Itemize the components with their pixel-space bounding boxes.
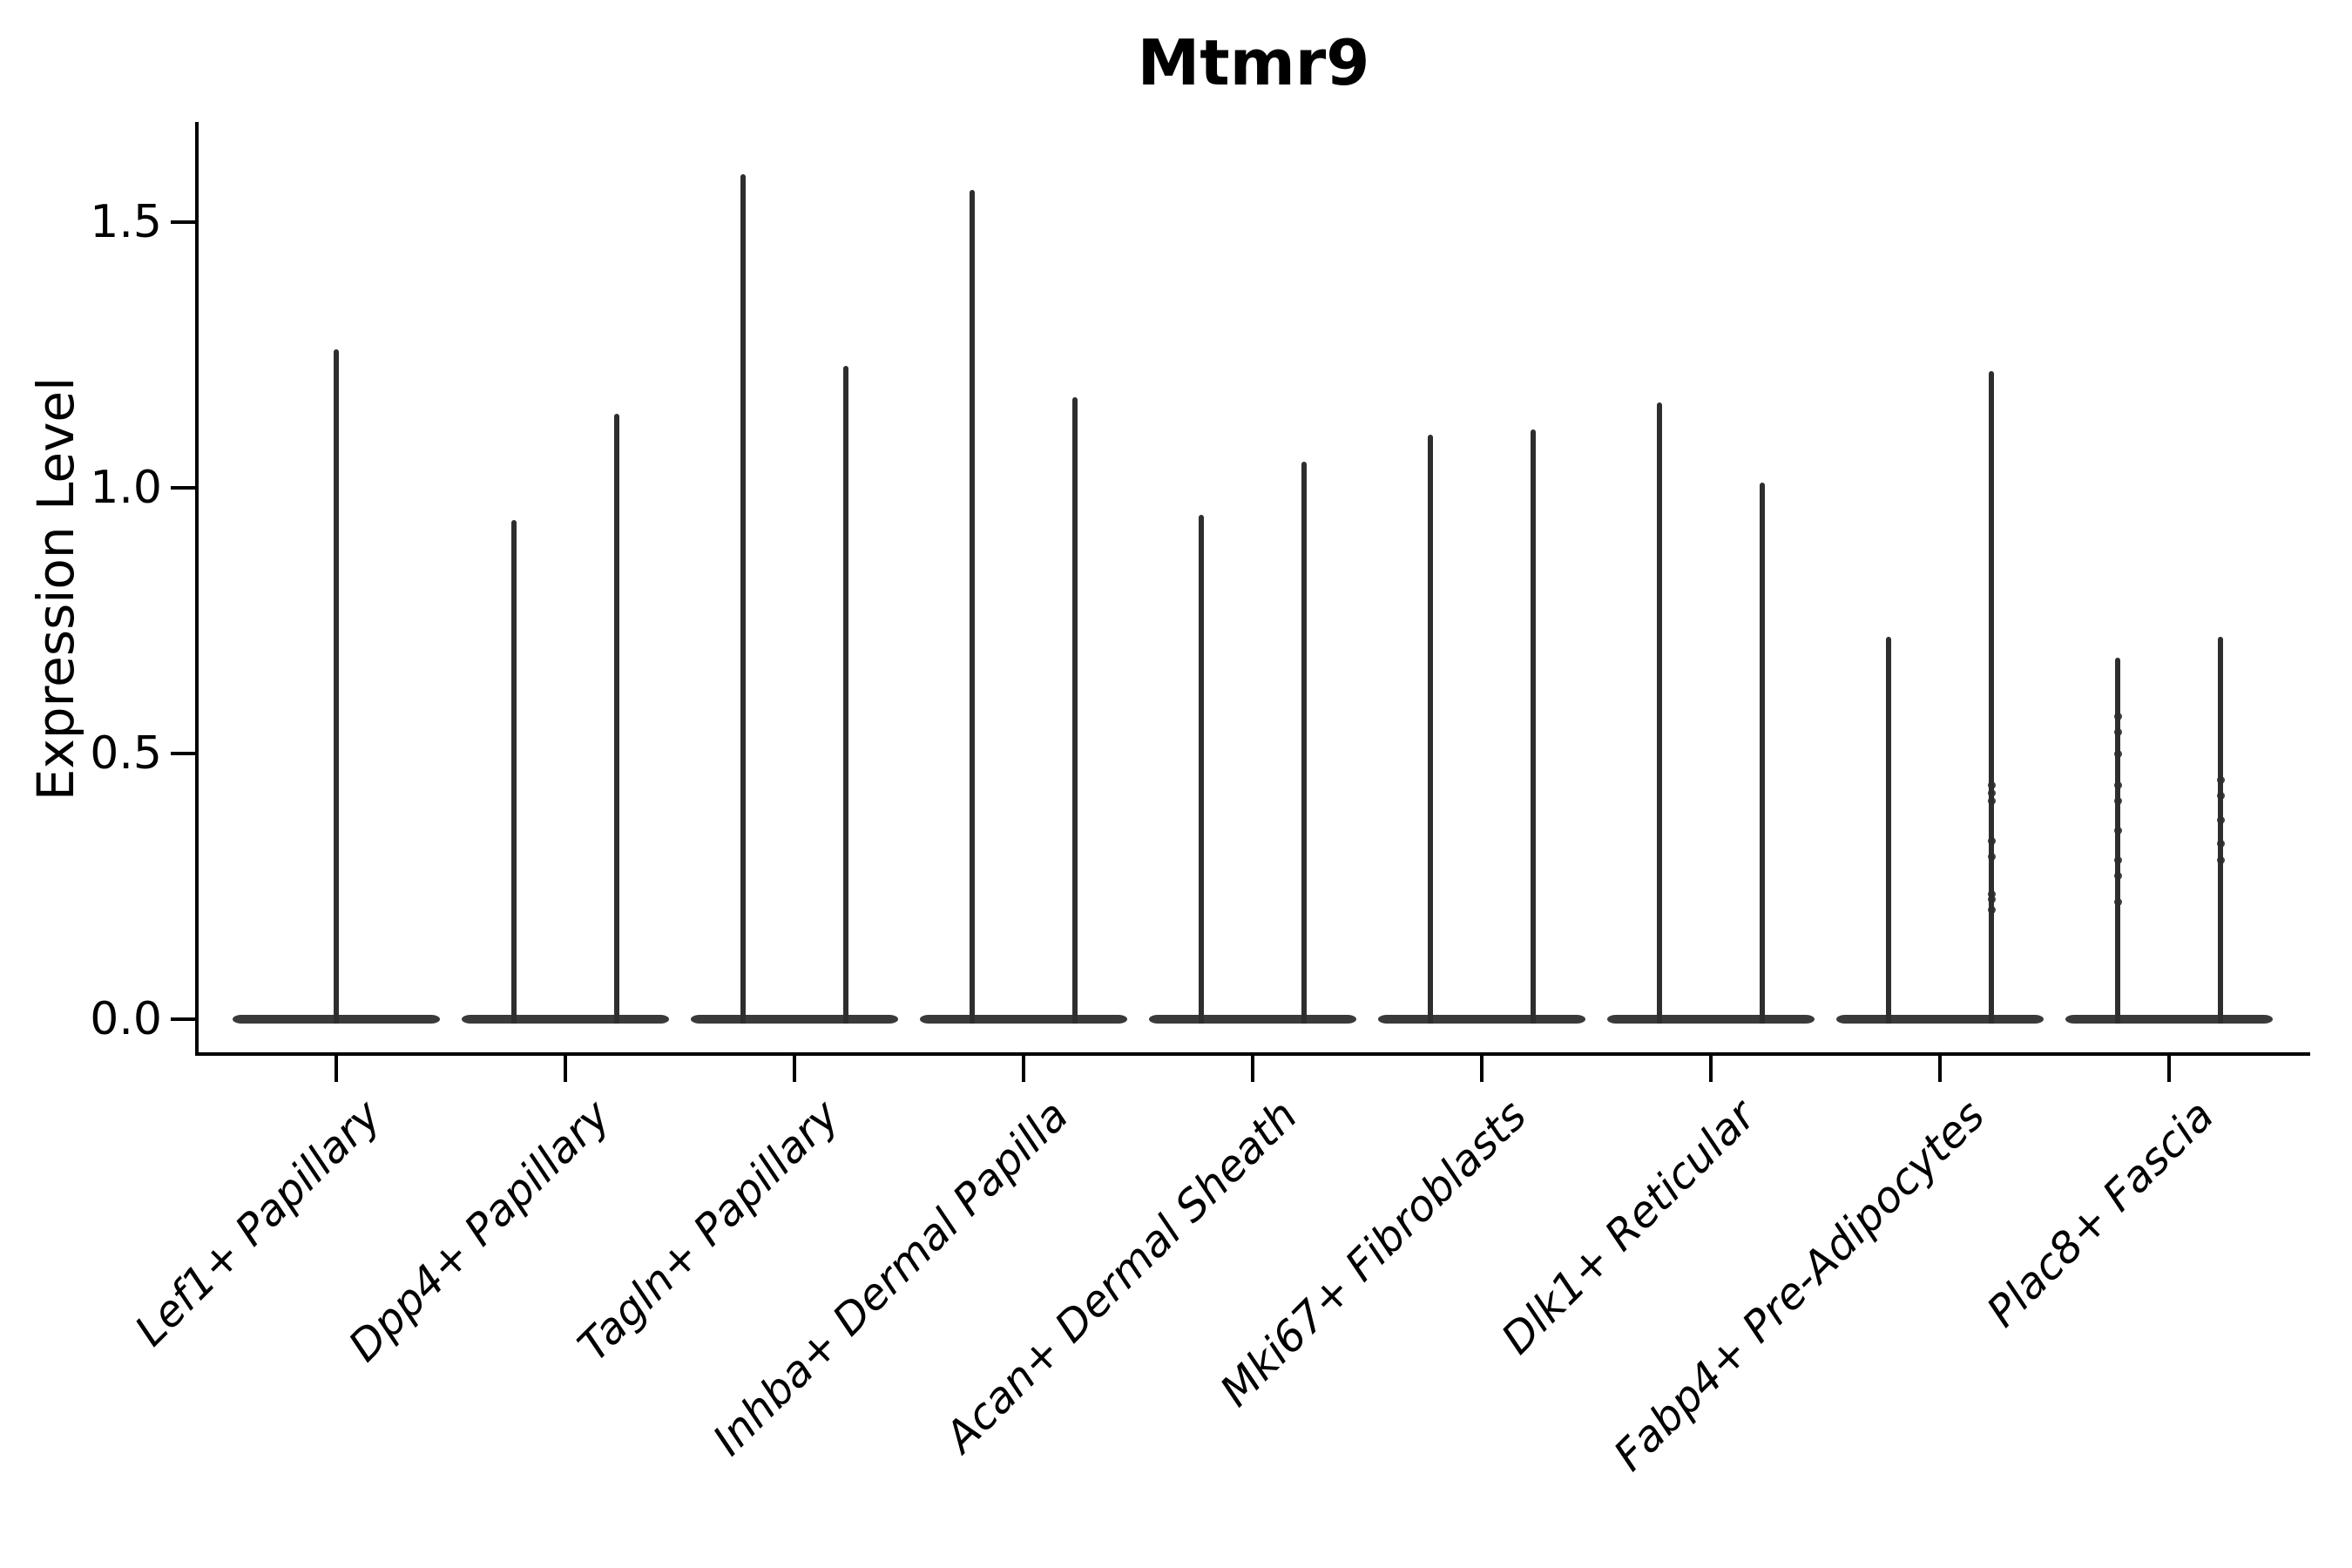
jitter-dot <box>1987 781 1996 790</box>
violin-spike <box>614 413 619 1024</box>
jitter-dot <box>1987 837 1996 846</box>
violin-base <box>1149 1015 1356 1024</box>
violin-spike <box>2218 636 2223 1024</box>
violin-spike <box>1072 397 1078 1024</box>
x-tick-mark <box>1938 1056 1942 1082</box>
x-tick-mark <box>564 1056 567 1082</box>
y-tick-label: 1.0 <box>90 462 162 514</box>
jitter-dot <box>2113 712 2122 720</box>
x-tick-mark <box>793 1056 796 1082</box>
chart-title: Mtmr9 <box>1137 26 1370 99</box>
x-tick-mark <box>1480 1056 1484 1082</box>
jitter-dot <box>2113 826 2122 835</box>
violin-spike <box>1657 402 1662 1024</box>
violin-spike <box>970 190 975 1024</box>
violin-spike <box>1199 514 1204 1024</box>
y-tick-mark <box>171 220 195 224</box>
jitter-dot <box>1987 853 1996 862</box>
jitter-dot <box>1987 797 1996 806</box>
violin-base <box>1607 1015 1815 1024</box>
violin-spike <box>1989 370 1994 1024</box>
y-tick-label: 0.5 <box>90 727 162 780</box>
x-tick-label-8: Fabp4+ Pre-Adipocytes <box>1604 1091 1995 1481</box>
jitter-dot <box>2113 781 2122 790</box>
y-tick-mark <box>171 486 195 490</box>
jitter-dot <box>1987 789 1996 798</box>
jitter-dot <box>2113 728 2122 737</box>
jitter-dot <box>2113 797 2122 806</box>
jitter-dot <box>2216 840 2225 848</box>
x-tick-label-1: Lef1+ Papillary <box>125 1091 391 1356</box>
jitter-dot <box>1987 896 1996 904</box>
y-tick-label: 0.0 <box>90 993 162 1045</box>
violin-base <box>691 1015 898 1024</box>
violin-spike <box>843 365 848 1024</box>
jitter-dot <box>1987 890 1996 899</box>
violin-spike <box>334 349 339 1024</box>
x-tick-mark <box>335 1056 338 1082</box>
jitter-dot <box>2113 871 2122 880</box>
x-tick-mark <box>2167 1056 2171 1082</box>
x-tick-mark <box>1022 1056 1025 1082</box>
x-axis-spine <box>195 1052 2310 1056</box>
violin-base <box>2065 1015 2273 1024</box>
violin-spike <box>1301 461 1307 1024</box>
x-tick-label-7: Dlk1+ Reticular <box>1491 1091 1766 1364</box>
jitter-dot <box>2113 898 2122 907</box>
jitter-dot <box>2113 749 2122 758</box>
violin-spike <box>740 174 746 1024</box>
violin-base <box>1378 1015 1585 1024</box>
x-tick-mark <box>1251 1056 1254 1082</box>
jitter-dot <box>2113 855 2122 864</box>
y-tick-mark <box>171 1017 195 1021</box>
violin-base <box>462 1015 669 1024</box>
jitter-dot <box>2216 855 2225 864</box>
violin-spike <box>1531 429 1536 1024</box>
violin-spike <box>2115 658 2120 1024</box>
jitter-dot <box>1987 906 1996 915</box>
violin-spike <box>1886 636 1891 1024</box>
violin-base <box>920 1015 1127 1024</box>
jitter-dot <box>2216 792 2225 801</box>
violin-spike <box>1760 482 1765 1024</box>
x-tick-mark <box>1709 1056 1713 1082</box>
violin-base <box>1836 1015 2044 1024</box>
y-axis-spine <box>195 122 199 1056</box>
y-tick-label: 1.5 <box>90 196 162 248</box>
jitter-dot <box>2216 776 2225 784</box>
violin-spike <box>1428 435 1433 1024</box>
y-tick-mark <box>171 752 195 755</box>
x-tick-label-9: Plac8+ Fascia <box>1977 1091 2224 1337</box>
jitter-dot <box>2216 815 2225 824</box>
violin-spike <box>511 519 517 1024</box>
